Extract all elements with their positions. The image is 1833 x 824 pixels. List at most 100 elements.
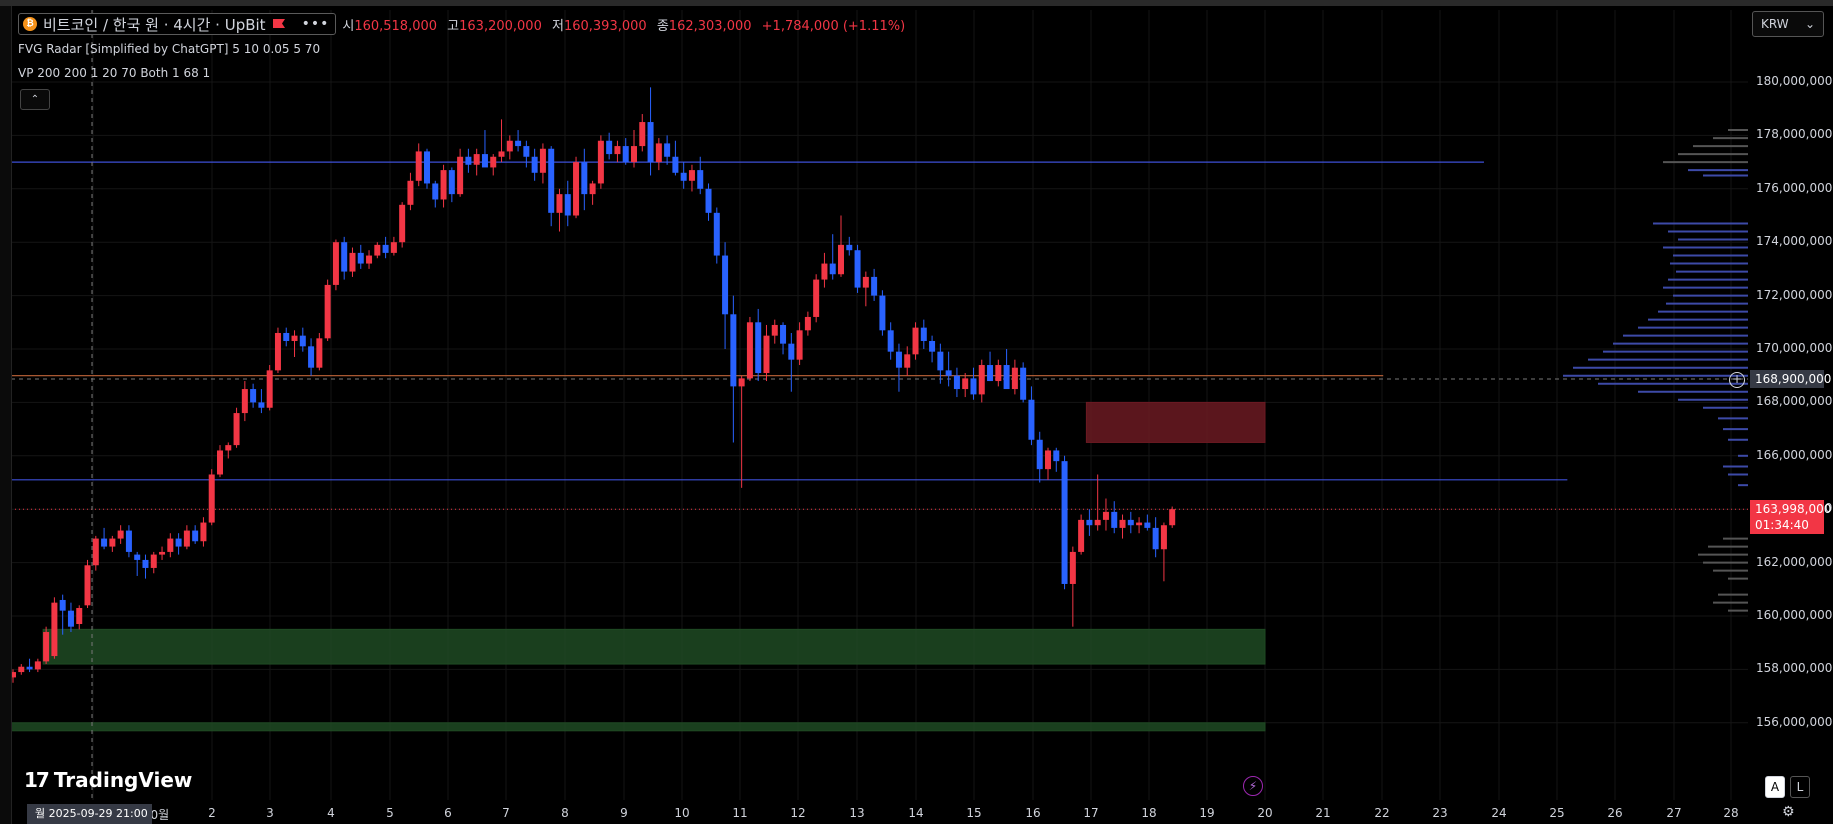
symbol-selector[interactable]: ₿ 비트코인 / 한국 원 · 4시간 · UpBit ••• (18, 13, 337, 35)
candle-body (1127, 519, 1134, 526)
candle-body (738, 378, 745, 387)
candle-body (970, 378, 977, 395)
candle-body (142, 559, 149, 568)
candle-body (233, 413, 240, 446)
candle-body (895, 351, 902, 368)
candle-body (573, 162, 580, 216)
candle-body (424, 151, 430, 184)
candle-body (1111, 511, 1118, 528)
fvg-zone (42, 628, 1266, 665)
candle-body (250, 389, 257, 403)
chart-legend: ₿ 비트코인 / 한국 원 · 4시간 · UpBit ••• 시160,518… (18, 12, 911, 84)
candle-body (780, 324, 787, 344)
candle-body (606, 140, 613, 155)
candle-body (862, 276, 869, 288)
price-axis-label: 172,000,000 (1756, 287, 1833, 302)
candle-body (67, 610, 74, 627)
candle-body (1011, 367, 1018, 390)
price-axis-label: 156,000,000 (1756, 714, 1833, 729)
candle-body (622, 146, 629, 163)
candle-body (1102, 511, 1109, 520)
candle-body (730, 314, 737, 387)
price-axis-label: 168,000,000 (1756, 394, 1833, 409)
candle-body (614, 146, 621, 155)
close-value: 162,303,000 (668, 18, 752, 34)
fvg-zone (9, 722, 1266, 732)
candle-body (34, 661, 41, 670)
candle-body (879, 295, 886, 331)
candle-body (771, 324, 778, 336)
candle-body (1160, 525, 1167, 550)
candle-body (829, 263, 836, 275)
candle-body (200, 522, 207, 542)
candle-body (1028, 399, 1035, 440)
candle-body (51, 602, 58, 657)
left-toolbar-strip (0, 6, 12, 824)
candle-body (796, 330, 803, 360)
candle-body (208, 474, 215, 523)
candle-body (697, 170, 704, 189)
time-axis-label: 14 (908, 806, 924, 820)
candle-body (109, 538, 116, 547)
candle-body (59, 599, 66, 611)
collapse-legend-button[interactable]: ⌃ (20, 89, 50, 110)
candle-body (134, 554, 141, 560)
indicator-volume-profile[interactable]: VP 200 200 1 20 70 Both 1 68 1 (18, 66, 211, 80)
time-axis-label: 3 (266, 806, 274, 820)
flag-icon[interactable] (272, 18, 286, 30)
candle-body (631, 146, 637, 163)
symbol-title: 비트코인 / 한국 원 · 4시간 · UpBit (43, 15, 266, 34)
high-key: 고 (447, 18, 460, 34)
time-axis-label: 22 (1374, 806, 1390, 820)
candle-body (821, 263, 828, 280)
chevron-down-icon: ⌄ (1804, 17, 1815, 31)
candle-body (564, 194, 571, 216)
candle-body (854, 250, 861, 288)
candle-body (987, 365, 994, 382)
candle-body (904, 354, 911, 368)
time-axis-label: 12 (790, 806, 806, 820)
candle-body (506, 140, 513, 152)
ohlc-values: 시160,518,000 고163,200,000 저160,393,000 종… (342, 15, 911, 34)
auto-scale-button[interactable]: A (1765, 776, 1785, 798)
close-key: 종 (656, 18, 669, 34)
price-axis-label: 160,000,000 (1756, 608, 1833, 622)
candle-body (465, 156, 472, 165)
gear-icon[interactable]: ⚙ (1782, 804, 1795, 820)
candle-body (722, 255, 729, 315)
tradingview-logo[interactable]: 17 TradingView (24, 768, 192, 792)
candle-body (597, 140, 604, 184)
candle-body (1053, 450, 1060, 462)
candle-body (415, 151, 422, 181)
candle-body (299, 335, 306, 347)
candle-body (241, 389, 248, 414)
candle-body (1094, 519, 1101, 526)
currency-selector[interactable]: KRW ⌄ (1752, 11, 1824, 37)
candle-body (1119, 519, 1126, 528)
candle-body (448, 170, 455, 195)
add-alert-plus-icon[interactable]: + (1729, 372, 1745, 388)
candle-body (316, 338, 323, 368)
time-axis-label: 27 (1666, 806, 1682, 820)
candle-body (523, 146, 530, 157)
candle-body (763, 335, 770, 374)
crosshair-time-label: 월 2025-09-29 21:00 (27, 804, 152, 824)
candle-body (746, 322, 753, 379)
time-axis-label: 4 (327, 806, 335, 820)
candle-body (332, 242, 339, 285)
lightning-bolt-icon[interactable]: ⚡ (1243, 776, 1263, 796)
candle-body (548, 148, 555, 213)
time-axis-label: 25 (1549, 806, 1565, 820)
indicator-fvg-radar[interactable]: FVG Radar [Simplified by ChatGPT] 5 10 0… (18, 42, 321, 56)
candle-body (274, 332, 281, 371)
price-axis-label: 178,000,000 (1756, 127, 1833, 142)
price-axis-label: 166,000,000 (1756, 447, 1833, 462)
candle-body (192, 530, 199, 542)
more-options-icon[interactable]: ••• (301, 16, 330, 32)
candle-body (324, 284, 331, 339)
log-scale-button[interactable]: L (1790, 776, 1810, 798)
candle-body (813, 279, 820, 317)
candle-body (705, 188, 712, 213)
candle-body (838, 244, 844, 275)
